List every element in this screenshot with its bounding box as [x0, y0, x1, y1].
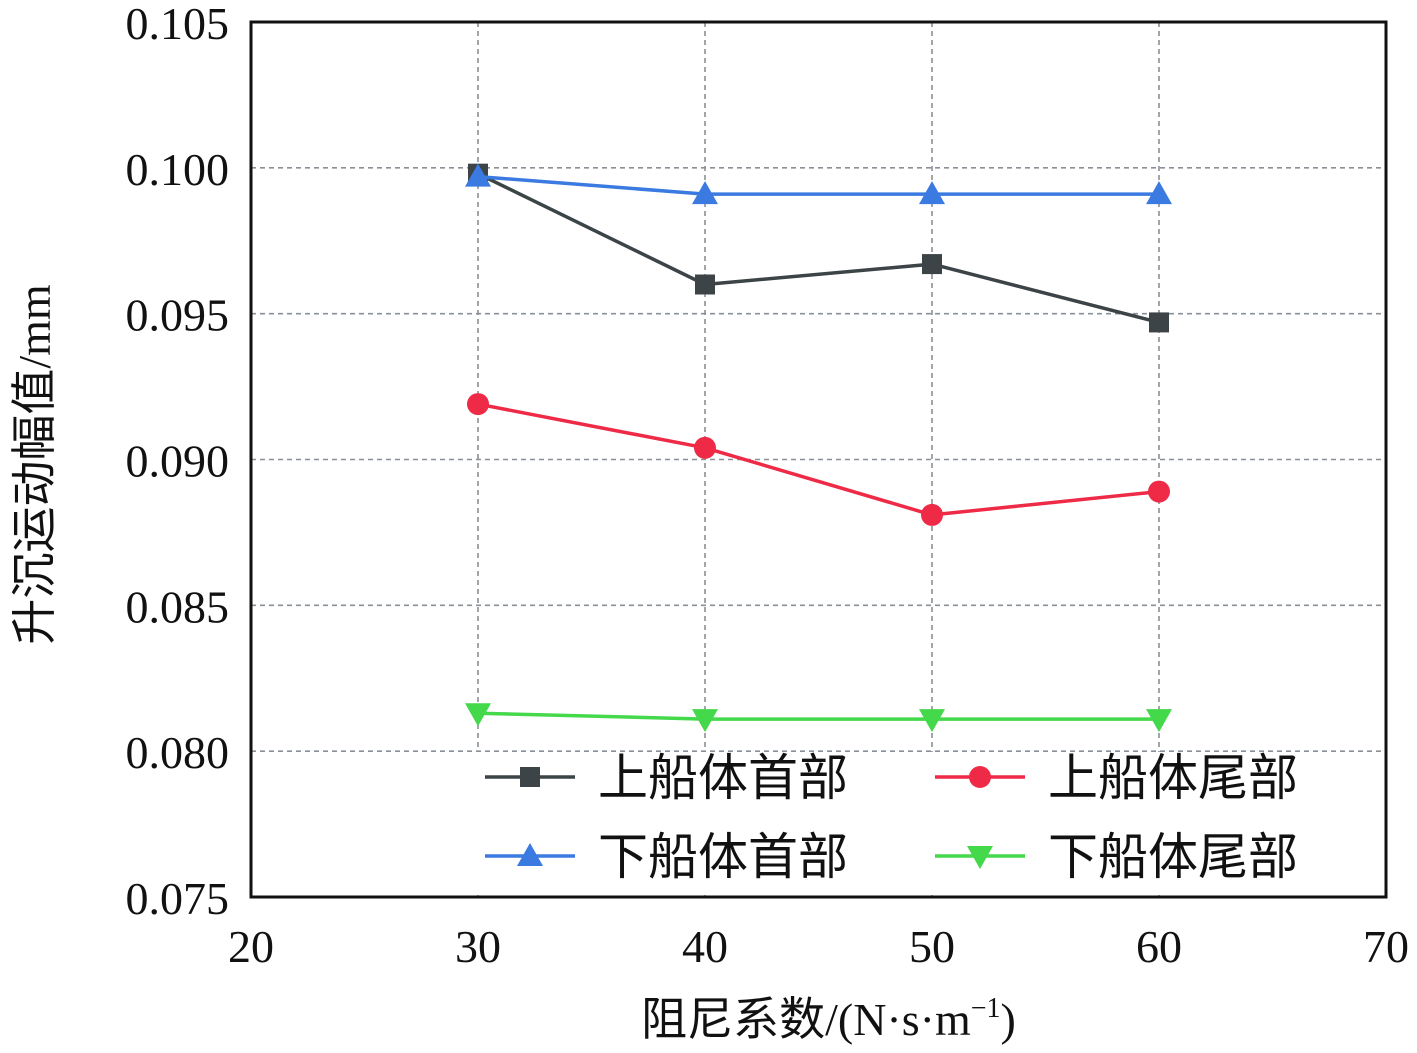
marker-square — [1149, 312, 1169, 333]
legend-item: 下船体首部 — [485, 829, 848, 885]
x-axis-title-main: 阻尼系数/(N·s·m — [641, 994, 971, 1045]
x-tick-label: 30 — [455, 921, 501, 972]
marker-triangle-up — [1146, 181, 1172, 205]
y-tick-label: 0.100 — [126, 144, 230, 195]
series-triangle-up — [465, 163, 1172, 205]
x-axis-title-superscript: −1 — [971, 993, 1001, 1024]
marker-triangle-up — [919, 181, 945, 205]
marker-triangle-down — [919, 709, 945, 733]
legend-label: 下船体首部 — [598, 829, 848, 885]
series-square — [468, 163, 1169, 333]
series-triangle-down — [465, 703, 1172, 733]
marker-triangle-down — [465, 703, 491, 727]
marker-circle — [694, 436, 716, 459]
marker-triangle-up — [692, 181, 718, 205]
marker-triangle-down — [967, 846, 993, 869]
legend-label: 上船体尾部 — [1048, 750, 1298, 806]
legend-item: 上船体尾部 — [935, 750, 1298, 806]
x-tick-label: 70 — [1363, 921, 1409, 972]
x-tick-label: 20 — [228, 921, 274, 972]
marker-circle — [969, 766, 991, 788]
series-line — [477, 174, 1159, 196]
marker-triangle-up — [517, 843, 543, 866]
y-tick-label: 0.105 — [126, 0, 230, 49]
x-axis-title: 阻尼系数/(N·s·m−1) — [641, 993, 1016, 1045]
marker-triangle-down — [1146, 709, 1172, 733]
x-tick-label: 40 — [682, 921, 728, 972]
marker-circle — [921, 503, 943, 526]
x-tick-label: 60 — [1136, 921, 1182, 972]
legend-background — [470, 752, 1350, 892]
x-axis-title-close: ) — [1001, 994, 1016, 1045]
y-tick-label: 0.085 — [126, 581, 230, 632]
x-tick-label: 50 — [909, 921, 955, 972]
series-circle — [467, 393, 1170, 526]
grid-lines — [251, 22, 1386, 897]
marker-circle — [467, 393, 489, 416]
marker-triangle-down — [692, 709, 718, 733]
marker-square — [922, 254, 942, 275]
marker-circle — [1148, 480, 1170, 503]
y-axis-title: 升沉运动幅值/mm — [9, 284, 60, 645]
y-tick-label: 0.095 — [126, 290, 230, 341]
y-tick-label: 0.090 — [126, 436, 230, 487]
legend-label: 下船体尾部 — [1048, 829, 1298, 885]
series-line — [477, 402, 1160, 517]
y-tick-label: 0.080 — [126, 727, 230, 778]
legend-item: 上船体首部 — [485, 750, 848, 806]
series-layer — [465, 163, 1172, 733]
legend-item: 下船体尾部 — [935, 829, 1298, 885]
legend-label: 上船体首部 — [598, 750, 848, 806]
marker-square — [695, 274, 715, 295]
marker-square — [520, 767, 540, 787]
marker-triangle-up — [465, 163, 491, 187]
tick-labels: 20 30 40 50 60 70 0.075 0.080 0.085 0.090 0.095 0.1… — [126, 0, 1410, 972]
series-line — [477, 711, 1159, 721]
plot-frame — [249, 20, 1388, 899]
y-tick-label: 0.075 — [126, 873, 230, 924]
series-line — [477, 172, 1160, 325]
